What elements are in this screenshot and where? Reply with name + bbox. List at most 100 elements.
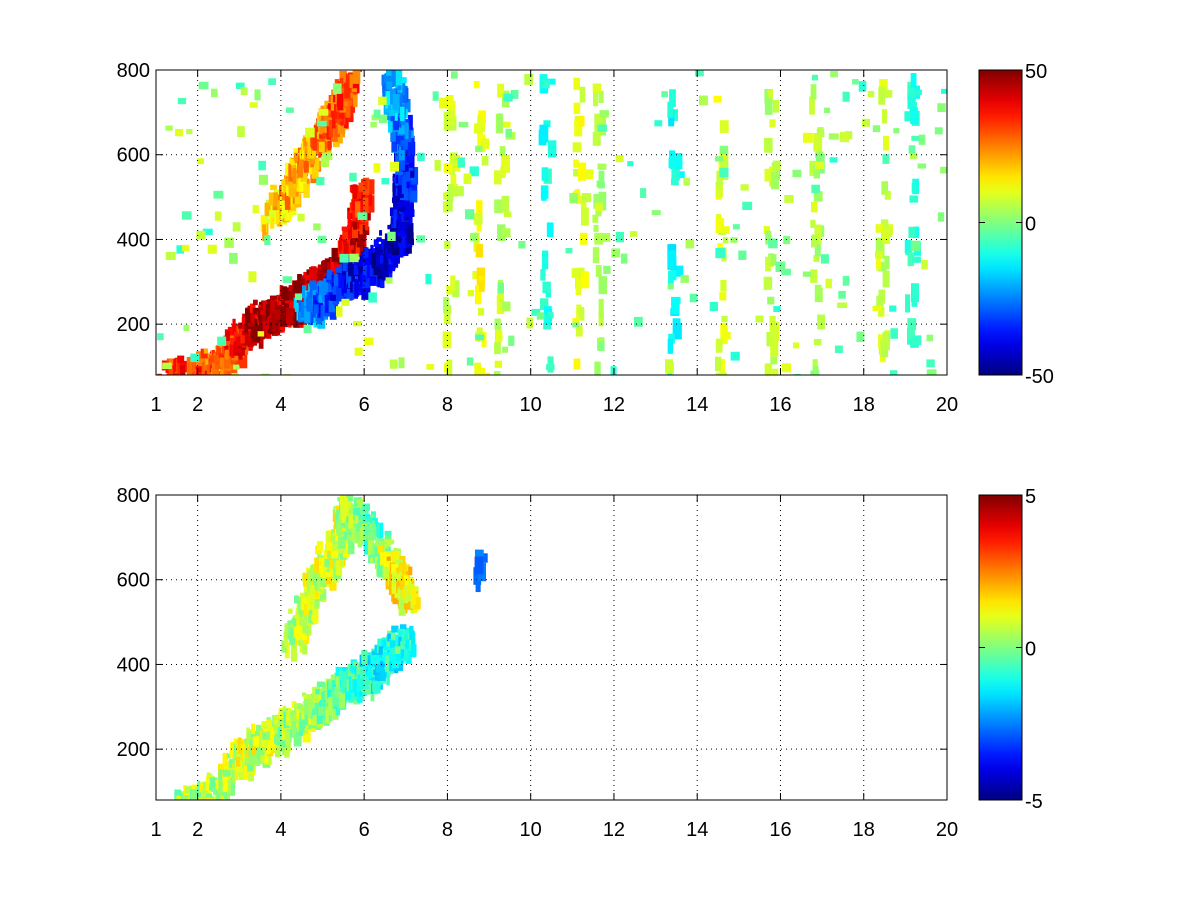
heatmap-cell [829, 157, 838, 163]
heatmap-cell [573, 77, 581, 90]
heatmap-cell [192, 798, 197, 800]
heatmap-cell [288, 718, 293, 730]
heatmap-cell [802, 271, 812, 277]
heatmap-cell [191, 803, 195, 813]
heatmap-cell [405, 639, 410, 649]
heatmap-cell [399, 195, 408, 207]
heatmap-cell [370, 121, 377, 128]
heatmap-cell [373, 163, 381, 173]
heatmap-cell [481, 156, 489, 166]
heatmap-cell [274, 309, 283, 320]
heatmap-cell [385, 655, 390, 672]
heatmap-cell [882, 270, 890, 288]
heatmap-cell [378, 646, 384, 655]
heatmap-cell [493, 170, 502, 185]
heatmap-cell [842, 275, 850, 286]
heatmap-cell [598, 298, 604, 318]
heatmap-cell [909, 153, 918, 159]
heatmap-cell [709, 301, 719, 312]
heatmap-cell [715, 338, 723, 353]
heatmap-cell [721, 315, 728, 323]
heatmap-cell [872, 305, 882, 312]
heatmap-cell [876, 295, 884, 308]
heatmap-cell [830, 71, 838, 78]
heatmap-cell [434, 159, 441, 171]
heatmap-cell [458, 121, 469, 128]
heatmap-cell [353, 507, 361, 521]
heatmap-cell [285, 730, 291, 747]
heatmap-cell [581, 207, 589, 226]
heatmap-cell [358, 182, 365, 192]
heatmap-cell [352, 70, 361, 84]
heatmap-cell [197, 800, 203, 809]
heatmap-cell [571, 268, 579, 278]
heatmap-cell [369, 272, 378, 286]
heatmap-cell [174, 789, 182, 800]
heatmap-cell [764, 168, 772, 182]
heatmap-cell [227, 779, 231, 794]
heatmap-cell [391, 218, 395, 225]
heatmap-cell [911, 335, 922, 346]
heatmap-cell [324, 571, 332, 577]
heatmap-cell [763, 226, 771, 235]
heatmap-cell [417, 152, 425, 162]
heatmap-cell [781, 363, 791, 373]
heatmap-cell [324, 559, 330, 568]
heatmap-cell [288, 181, 296, 198]
heatmap-cell [867, 90, 875, 98]
heatmap-cell [401, 589, 406, 599]
heatmap-cell [367, 179, 375, 195]
heatmap-cell [407, 580, 412, 587]
heatmap-cell [347, 100, 353, 106]
heatmap-cell [809, 160, 816, 176]
heatmap-cell [719, 292, 727, 301]
heatmap-cell [170, 376, 174, 385]
heatmap-cell [350, 231, 356, 246]
heatmap-cell [266, 729, 271, 741]
heatmap-cell [299, 720, 305, 732]
heatmap-cell [497, 83, 505, 98]
heatmap-cell [171, 375, 176, 381]
heatmap-cell [271, 313, 278, 332]
heatmap-cell [450, 71, 458, 79]
heatmap-cell [349, 253, 359, 263]
heatmap-cell [244, 323, 249, 334]
heatmap-cell [332, 265, 336, 279]
heatmap-cell [772, 99, 780, 113]
heatmap-cell [306, 297, 314, 311]
heatmap-cell [356, 220, 362, 230]
heatmap-cell [353, 94, 358, 108]
heatmap-cell [294, 305, 302, 312]
heatmap-cell [312, 714, 317, 726]
colorbar-tick-label: -5 [1025, 791, 1043, 813]
heatmap-cell [536, 312, 545, 320]
heatmap-cell [332, 703, 339, 720]
heatmap-cell [578, 115, 585, 127]
heatmap-cell [505, 128, 512, 138]
heatmap-cell [531, 308, 541, 316]
heatmap-cell [342, 231, 349, 240]
heatmap-cell [476, 327, 483, 339]
heatmap-cell [444, 240, 451, 249]
heatmap-cell [258, 309, 265, 321]
heatmap-cell [378, 114, 388, 124]
heatmap-cell [188, 809, 194, 819]
heatmap-cell [204, 798, 208, 800]
heatmap-cell [409, 182, 418, 196]
heatmap-cell [351, 223, 359, 239]
heatmap-cell [198, 379, 203, 391]
heatmap-cell [403, 599, 411, 610]
heatmap-cell [240, 744, 248, 750]
heatmap-cell [884, 90, 893, 98]
heatmap-cell [811, 184, 821, 194]
heatmap-cell [497, 113, 503, 132]
heatmap-cell [224, 793, 231, 800]
heatmap-cell [348, 261, 353, 277]
heatmap-cell [376, 237, 382, 242]
heatmap-cell [332, 690, 340, 707]
heatmap-cell [285, 710, 291, 726]
heatmap-cell [881, 181, 889, 195]
heatmap-cell [450, 275, 456, 291]
heatmap-cell [480, 372, 490, 375]
